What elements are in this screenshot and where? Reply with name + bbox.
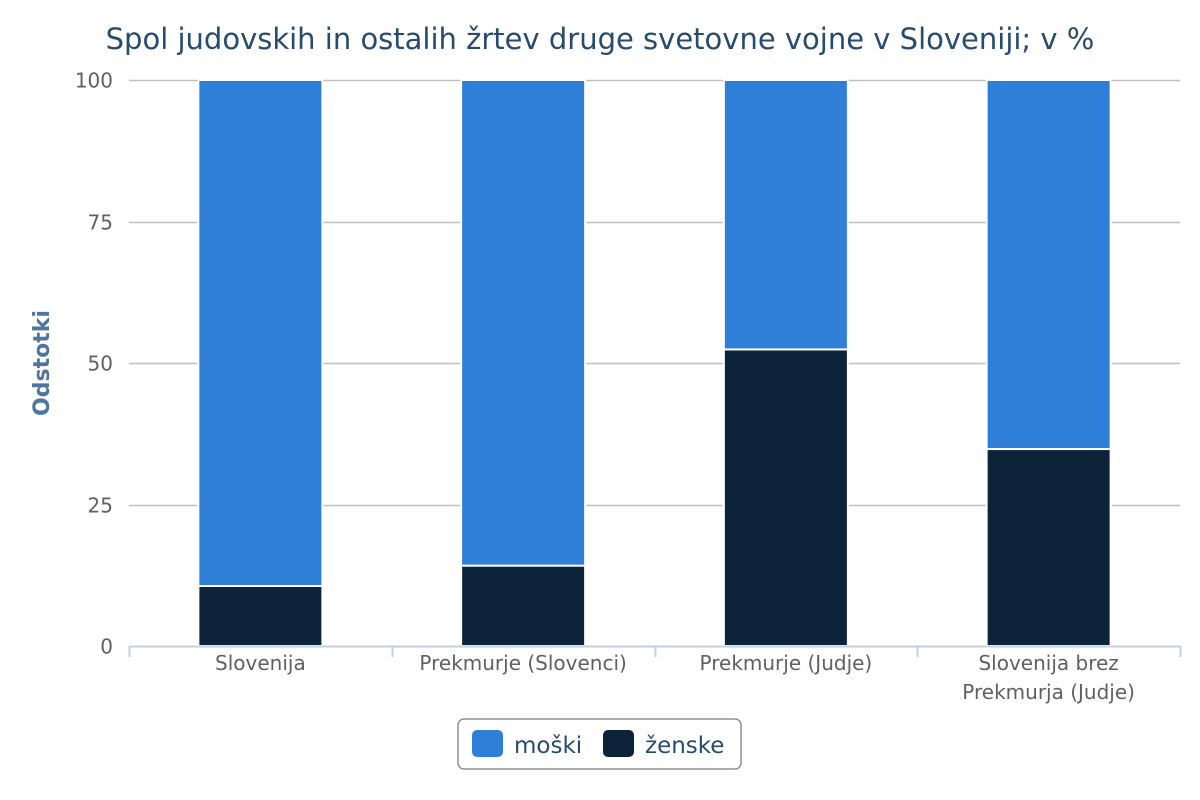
chart-title: Spol judovskih in ostalih žrtev druge sv… <box>106 22 1095 56</box>
bar-moski-2[interactable] <box>722 79 849 351</box>
bar-zenske-2[interactable] <box>722 348 849 647</box>
y-tick-label: 25 <box>88 494 113 518</box>
legend-label-moski[interactable]: moški <box>514 733 582 759</box>
bar-moski-0[interactable] <box>197 79 324 588</box>
legend-swatch-moski[interactable] <box>472 730 503 757</box>
x-tick-label: Prekmurje (Judje) <box>700 651 873 675</box>
x-tick-label: Slovenija brez <box>978 651 1118 675</box>
x-tick-label: Prekmurje (Slovenci) <box>419 651 626 675</box>
y-tick-label: 50 <box>88 352 113 376</box>
bar-moski-1[interactable] <box>460 79 587 567</box>
x-tick-label: Slovenija <box>215 651 306 675</box>
bar-moski-3[interactable] <box>985 79 1112 451</box>
y-tick-label: 0 <box>100 635 113 659</box>
y-tick-label: 100 <box>75 69 113 93</box>
legend[interactable]: moški ženske <box>457 718 742 770</box>
bar-zenske-1[interactable] <box>460 564 587 647</box>
y-tick-label: 75 <box>88 211 113 235</box>
x-axis: Slovenija Prekmurje (Slovenci) Prekmurje (… <box>128 645 1182 704</box>
bar-zenske-0[interactable] <box>197 585 324 648</box>
legend-label-zenske[interactable]: ženske <box>645 733 724 759</box>
bars <box>197 79 1112 648</box>
bar-zenske-3[interactable] <box>985 448 1112 648</box>
x-tick-label: Prekmurja (Judje) <box>962 680 1135 704</box>
legend-box <box>457 718 742 770</box>
y-axis-ticks: 0 25 50 75 100 <box>75 69 113 659</box>
legend-swatch-zenske[interactable] <box>603 730 634 757</box>
y-axis-label: Odstotki <box>30 310 55 416</box>
